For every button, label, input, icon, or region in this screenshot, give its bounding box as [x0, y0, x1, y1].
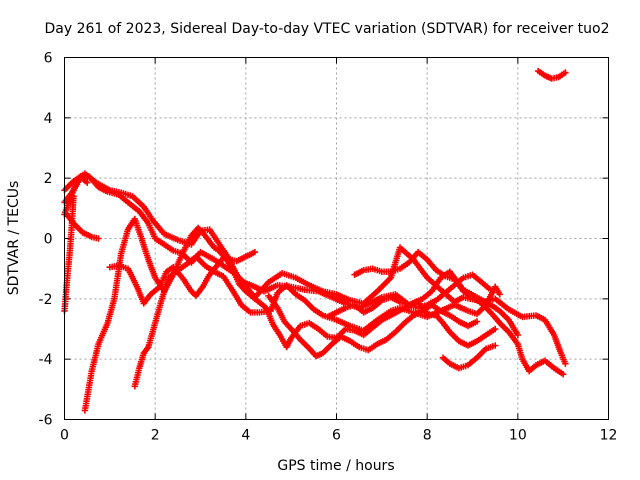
y-tick-label: -6	[39, 413, 53, 429]
data-point	[496, 291, 503, 298]
axis-layer: 0 2 4 6 8 10 12 -6 -4 -2 0 2 4 6	[39, 51, 618, 444]
data-point	[562, 360, 569, 367]
y-tick-label: 2	[44, 171, 53, 187]
y-tick-label: 6	[44, 51, 53, 67]
series-track-a	[61, 170, 569, 367]
series-track-e	[61, 193, 77, 315]
series-track-m	[439, 342, 499, 372]
series-track-l	[351, 248, 567, 378]
series-track-j	[265, 292, 481, 360]
data-point	[95, 235, 102, 242]
data-point	[514, 331, 521, 339]
x-tick-label: 2	[151, 428, 160, 444]
data-point	[487, 286, 494, 293]
data-point	[251, 248, 259, 256]
data-point	[84, 179, 91, 186]
y-tick-label: 0	[44, 232, 53, 248]
x-tick-label: 10	[509, 428, 527, 444]
data-point	[560, 371, 567, 378]
data-point	[562, 69, 569, 76]
x-tick-label: 4	[241, 428, 250, 444]
x-tick-label: 12	[600, 428, 618, 444]
data-point	[492, 325, 499, 333]
series-track-g	[106, 248, 259, 307]
series-track-k	[324, 271, 494, 321]
y-tick-label: 4	[44, 111, 53, 127]
series-track-d	[61, 173, 91, 218]
x-tick-label: 8	[423, 428, 432, 444]
y-tick-label: -2	[39, 292, 53, 308]
data-point	[70, 193, 77, 200]
chart-title: Day 261 of 2023, Sidereal Day-to-day VTE…	[44, 21, 609, 37]
x-tick-label: 6	[332, 428, 341, 444]
marks-layer	[61, 67, 569, 414]
x-tick-label: 0	[60, 428, 69, 444]
plot-frame	[64, 57, 609, 420]
y-axis-label: SDTVAR / TECUs	[6, 181, 22, 296]
data-point	[492, 342, 499, 349]
x-axis-label: GPS time / hours	[277, 458, 394, 474]
series-track-n	[535, 67, 569, 82]
data-point	[473, 318, 481, 325]
series-track-f	[81, 215, 227, 414]
y-tick-label: -4	[39, 352, 53, 368]
